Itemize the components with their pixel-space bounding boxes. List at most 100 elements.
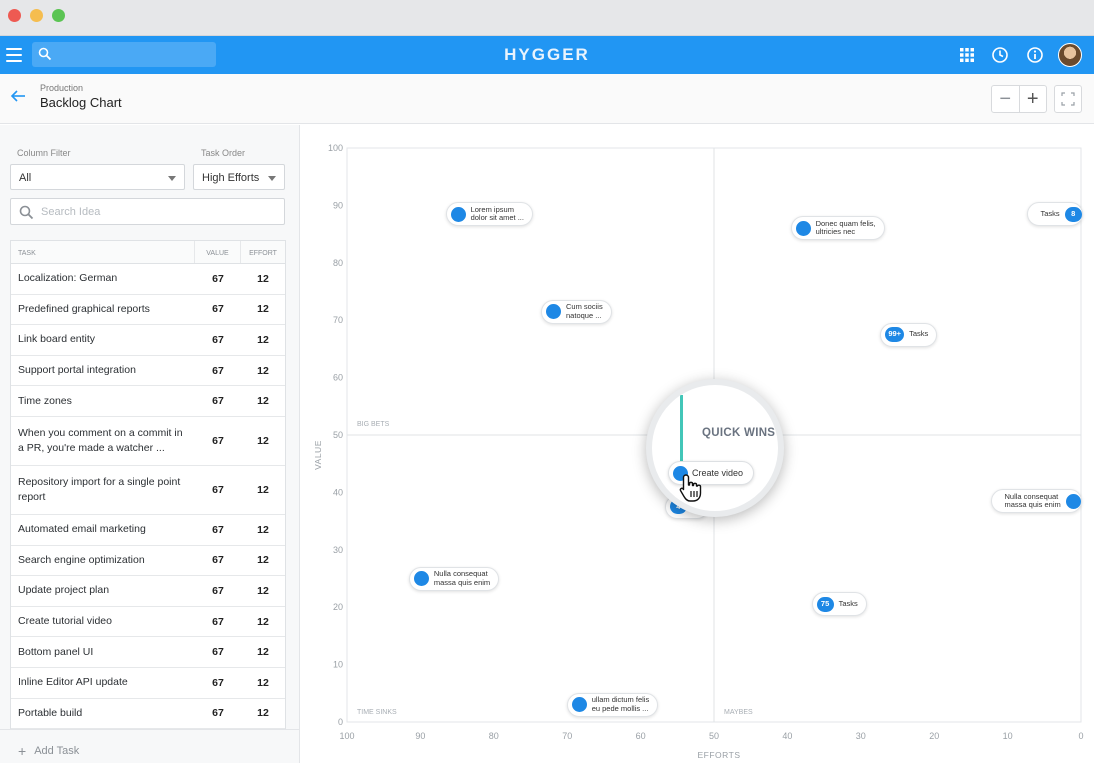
task-effort: 12 <box>257 646 269 659</box>
value-column-header[interactable]: VALUE <box>195 241 241 263</box>
add-task-label: Add Task <box>34 745 80 757</box>
table-row[interactable]: Support portal integration 67 12 <box>11 356 285 387</box>
task-effort: 12 <box>257 584 269 597</box>
chart-point-label: Cum sociis natoque ... <box>561 303 611 320</box>
chart-point-label: Create video <box>692 468 744 478</box>
point-dot <box>413 571 429 586</box>
back-arrow-icon[interactable] <box>10 89 26 103</box>
chart-point[interactable]: Nulla consequat massa quis enim <box>408 566 500 591</box>
task-effort: 12 <box>257 303 269 316</box>
table-row[interactable]: Localization: German 67 12 <box>11 264 285 295</box>
x-tick-label: 80 <box>489 731 499 741</box>
chart-point[interactable]: Cum sociis natoque ... <box>541 299 612 324</box>
chart-point-label-line: Tasks <box>838 599 858 609</box>
apps-grid-icon[interactable] <box>958 46 976 64</box>
table-row[interactable]: Repository import for a single point rep… <box>11 466 285 515</box>
avatar[interactable] <box>1058 43 1082 67</box>
task-effort: 12 <box>257 523 269 536</box>
y-tick-label: 80 <box>333 258 343 268</box>
x-axis-label: EFFORTS <box>697 750 740 760</box>
close-window-button[interactable] <box>8 9 21 22</box>
column-filter-label: Column Filter <box>17 148 71 158</box>
x-tick-label: 40 <box>782 731 792 741</box>
task-effort: 12 <box>257 434 269 447</box>
column-filter-select[interactable]: All <box>10 164 185 190</box>
minimize-window-button[interactable] <box>30 9 43 22</box>
chart-point-label-line: massa quis enim <box>1004 500 1061 509</box>
table-row[interactable]: Search engine optimization 67 12 <box>11 546 285 577</box>
table-row[interactable]: When you comment on a commit in a PR, yo… <box>11 417 285 466</box>
task-value: 67 <box>212 615 224 628</box>
info-icon[interactable] <box>1026 46 1044 64</box>
chart-point-label-line: natoque ... <box>566 310 602 320</box>
table-row[interactable]: Link board entity 67 12 <box>11 325 285 356</box>
chart-point-label: Tasks <box>834 600 866 609</box>
chart-point[interactable]: Donec quam felis, ultricies nec <box>790 216 885 241</box>
chart-point-label: Tasks <box>904 330 936 339</box>
zoom-out-button[interactable]: − <box>999 87 1012 110</box>
zoom-in-button[interactable]: + <box>1018 86 1047 112</box>
y-tick-label: 100 <box>328 143 343 153</box>
task-name: When you comment on a commit in a PR, yo… <box>18 426 183 454</box>
task-effort: 12 <box>257 615 269 628</box>
task-count-bubble[interactable]: 75 Tasks <box>811 592 867 617</box>
x-tick-label: 90 <box>415 731 425 741</box>
point-dot <box>546 304 562 320</box>
task-value: 67 <box>212 483 224 496</box>
task-value: 67 <box>212 395 224 408</box>
hand-cursor-icon <box>679 474 702 502</box>
search-idea-field[interactable] <box>10 198 285 225</box>
clock-icon[interactable] <box>991 46 1009 64</box>
window-titlebar <box>0 0 1094 36</box>
task-name: Repository import for a single point rep… <box>18 475 181 503</box>
chart-point[interactable]: Nulla consequat massa quis enim <box>991 489 1082 513</box>
task-effort: 12 <box>257 272 269 285</box>
table-row[interactable]: Bottom panel UI 67 12 <box>11 637 285 668</box>
task-table-body: Localization: German 67 12 Predefined graph… <box>11 264 285 730</box>
table-row[interactable]: Update project plan 67 12 <box>11 576 285 607</box>
fullscreen-button[interactable] <box>1054 85 1082 113</box>
breadcrumb[interactable]: Production <box>40 83 84 93</box>
x-tick-label: 70 <box>562 731 572 741</box>
x-tick-label: 30 <box>856 731 866 741</box>
zoom-controls: − + <box>991 85 1047 113</box>
task-count-badge: 99+ <box>885 327 905 343</box>
table-row[interactable]: Time zones 67 12 <box>11 386 285 417</box>
x-tick-label: 0 <box>1078 731 1083 741</box>
x-tick-label: 10 <box>1003 731 1013 741</box>
y-axis-label: VALUE <box>313 440 323 470</box>
task-order-select[interactable]: High Efforts <box>193 164 285 190</box>
global-search-input[interactable] <box>32 42 216 67</box>
y-tick-label: 70 <box>333 315 343 325</box>
chart-point[interactable]: ullam dictum felis eu pede mollis ... <box>566 692 659 717</box>
chart-point-label: Tasks <box>1032 209 1064 219</box>
task-value: 67 <box>212 303 224 316</box>
search-idea-input[interactable] <box>41 203 276 221</box>
page-title: Backlog Chart <box>40 95 122 110</box>
x-tick-label: 50 <box>709 731 719 741</box>
chart-point-create-video[interactable]: Create video <box>668 461 755 485</box>
task-column-header[interactable]: TASK <box>11 241 195 263</box>
effort-column-header[interactable]: EFFORT <box>249 250 277 257</box>
table-row[interactable]: Predefined graphical reports 67 12 <box>11 295 285 326</box>
y-tick-label: 90 <box>333 200 343 210</box>
task-effort: 12 <box>257 483 269 496</box>
task-count-bubble[interactable]: 8 Tasks <box>1027 202 1083 226</box>
table-row[interactable]: Create tutorial video 67 12 <box>11 607 285 638</box>
table-row[interactable]: Automated email marketing 67 12 <box>11 515 285 546</box>
task-count-badge: 75 <box>816 596 834 612</box>
menu-icon[interactable] <box>6 48 22 62</box>
quadrant-label-time-sinks: TIME SINKS <box>357 709 397 716</box>
chart-point[interactable]: Lorem ipsum dolor sit amet ... <box>445 202 533 226</box>
chart-point-label-line: dolor sit amet ... <box>470 213 524 222</box>
maximize-window-button[interactable] <box>52 9 65 22</box>
point-dot <box>1065 493 1081 509</box>
table-row[interactable]: Portable build 67 12 <box>11 699 285 730</box>
column-filter-value: All <box>19 172 32 184</box>
task-name: Support portal integration <box>18 364 136 377</box>
task-value: 67 <box>212 434 224 447</box>
add-task-button[interactable]: + Add Task <box>18 743 79 759</box>
task-count-bubble[interactable]: 99+ Tasks <box>880 322 938 347</box>
y-tick-label: 10 <box>333 660 343 670</box>
table-row[interactable]: Inline Editor API update 67 12 <box>11 668 285 699</box>
